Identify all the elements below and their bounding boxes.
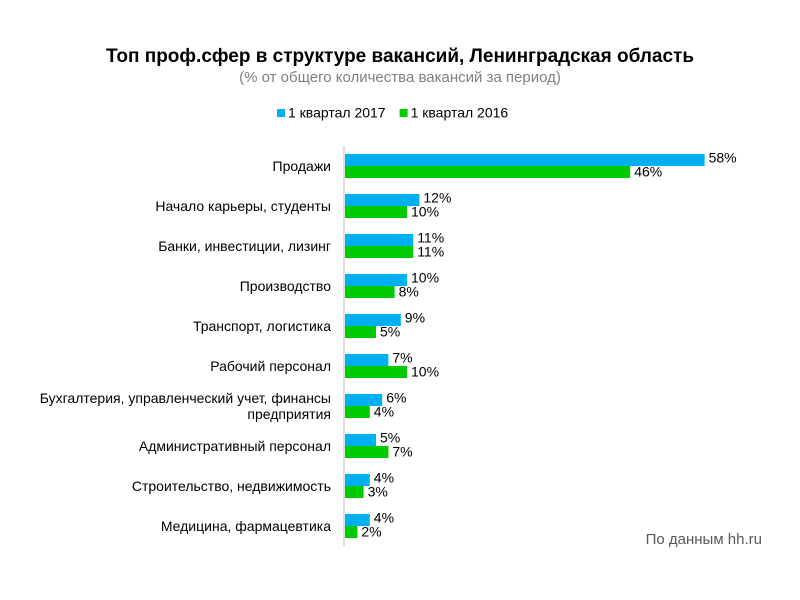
bar <box>345 286 395 298</box>
value-label: 3% <box>368 484 388 500</box>
bar <box>345 434 376 446</box>
legend-label: 1 квартал 2017 <box>288 105 386 121</box>
category-label: Строительство, недвижимость <box>131 478 331 494</box>
value-label: 8% <box>399 284 419 300</box>
bar <box>345 234 414 246</box>
category-label: Административный персонал <box>138 438 331 454</box>
value-label: 9% <box>405 310 425 326</box>
category-label: Продажи <box>272 158 331 174</box>
bar <box>345 526 358 538</box>
category-label: Производство <box>239 278 331 294</box>
bar <box>345 354 389 366</box>
bar <box>345 194 420 206</box>
value-label: 4% <box>374 470 394 486</box>
category-label: Транспорт, логистика <box>192 318 331 334</box>
legend-label: 1 квартал 2016 <box>411 105 509 121</box>
chart-title: Топ проф.сфер в структуре вакансий, Лени… <box>106 46 694 67</box>
value-label: 11% <box>417 244 444 260</box>
value-label: 10% <box>411 270 439 286</box>
value-label: 12% <box>423 190 451 206</box>
category-label: Бухгалтерия, управленческий учет, финанс… <box>39 390 331 422</box>
bar <box>345 206 407 218</box>
bar <box>345 514 370 526</box>
legend-swatch <box>277 109 285 117</box>
legend-swatch <box>399 109 408 117</box>
category-label: Начало карьеры, студенты <box>155 198 331 214</box>
value-label: 58% <box>709 150 737 166</box>
category-label: Рабочий персонал <box>210 358 331 374</box>
source-note: По данным hh.ru <box>646 531 762 548</box>
value-label: 4% <box>374 510 394 526</box>
bar <box>345 406 370 418</box>
value-label: 11% <box>417 230 444 246</box>
bar <box>345 446 389 458</box>
value-label: 46% <box>634 164 662 180</box>
chart-subtitle: (% от общего количества вакансий за пери… <box>239 69 561 86</box>
value-label: 10% <box>411 204 439 220</box>
bar <box>345 486 364 498</box>
category-label: Медицина, фармацевтика <box>160 518 331 534</box>
bar <box>345 314 401 326</box>
bar <box>345 326 376 338</box>
value-label: 2% <box>361 524 381 540</box>
value-label: 5% <box>380 430 400 446</box>
bar <box>345 274 407 286</box>
bar <box>345 166 631 178</box>
value-label: 4% <box>374 404 394 420</box>
value-label: 6% <box>386 390 406 406</box>
value-label: 7% <box>392 444 412 460</box>
value-label: 5% <box>380 324 400 340</box>
bar <box>345 366 407 378</box>
value-label: 7% <box>392 350 412 366</box>
bar <box>345 246 414 258</box>
bar <box>345 154 705 166</box>
bar <box>345 394 383 406</box>
value-label: 10% <box>411 364 439 380</box>
bar <box>345 474 370 486</box>
category-label: Банки, инвестиции, лизинг <box>158 238 331 254</box>
